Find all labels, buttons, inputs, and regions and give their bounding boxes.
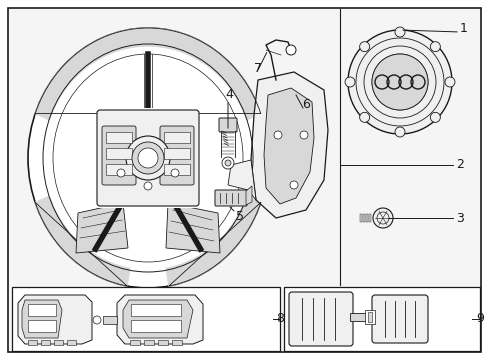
Bar — [158, 340, 168, 345]
Bar — [172, 340, 182, 345]
Bar — [106, 148, 132, 159]
Text: 8: 8 — [275, 312, 284, 325]
Circle shape — [143, 182, 152, 190]
Polygon shape — [250, 72, 327, 218]
Circle shape — [126, 136, 170, 180]
Bar — [28, 320, 56, 332]
Circle shape — [394, 27, 404, 37]
Bar — [163, 132, 190, 143]
Circle shape — [117, 169, 125, 177]
Bar — [368, 214, 370, 222]
Polygon shape — [227, 160, 256, 200]
Circle shape — [285, 45, 295, 55]
Circle shape — [289, 181, 297, 189]
FancyBboxPatch shape — [160, 126, 194, 185]
FancyBboxPatch shape — [102, 126, 136, 185]
Bar — [28, 304, 56, 316]
Circle shape — [372, 208, 392, 228]
Bar — [12, 287, 280, 351]
Polygon shape — [35, 28, 260, 120]
Bar — [106, 132, 132, 143]
Polygon shape — [245, 186, 251, 205]
Circle shape — [224, 160, 230, 166]
Polygon shape — [166, 196, 260, 286]
Bar — [98, 108, 198, 208]
Bar — [41, 340, 50, 345]
Text: 4: 4 — [224, 89, 232, 102]
Polygon shape — [22, 300, 62, 338]
Bar — [67, 340, 76, 345]
Bar — [163, 148, 190, 159]
Circle shape — [359, 42, 369, 51]
Polygon shape — [76, 203, 128, 253]
FancyBboxPatch shape — [219, 118, 237, 132]
Text: 2: 2 — [455, 158, 463, 171]
FancyBboxPatch shape — [288, 292, 352, 346]
FancyBboxPatch shape — [371, 295, 427, 343]
Circle shape — [345, 77, 354, 87]
Bar — [28, 340, 37, 345]
FancyBboxPatch shape — [97, 110, 199, 206]
Polygon shape — [264, 88, 313, 204]
Circle shape — [171, 169, 179, 177]
Bar — [163, 164, 190, 175]
Bar — [365, 214, 367, 222]
Bar — [131, 304, 181, 316]
Bar — [367, 312, 371, 322]
FancyBboxPatch shape — [215, 190, 246, 206]
Circle shape — [429, 112, 440, 122]
Bar — [130, 340, 140, 345]
Polygon shape — [165, 203, 220, 253]
Bar — [284, 287, 479, 351]
Circle shape — [132, 142, 163, 174]
Text: 7: 7 — [253, 62, 262, 75]
Circle shape — [429, 42, 440, 51]
Circle shape — [138, 148, 158, 168]
Bar — [106, 164, 132, 175]
Bar — [103, 316, 117, 324]
Bar — [143, 340, 154, 345]
Bar — [364, 310, 374, 324]
Text: 5: 5 — [236, 211, 244, 224]
Bar — [349, 313, 371, 321]
Text: 9: 9 — [475, 312, 483, 325]
Bar — [131, 320, 181, 332]
Text: 3: 3 — [455, 211, 463, 225]
Circle shape — [299, 131, 307, 139]
Polygon shape — [35, 196, 129, 286]
Circle shape — [359, 112, 369, 122]
Polygon shape — [117, 295, 203, 344]
Bar — [362, 214, 364, 222]
Circle shape — [273, 131, 282, 139]
Ellipse shape — [28, 28, 267, 288]
Polygon shape — [18, 295, 92, 344]
Circle shape — [444, 77, 454, 87]
Circle shape — [93, 316, 101, 324]
Circle shape — [371, 54, 427, 110]
Circle shape — [222, 157, 234, 169]
Bar — [359, 214, 361, 222]
Text: 1: 1 — [459, 22, 467, 35]
Circle shape — [347, 30, 451, 134]
Text: 6: 6 — [302, 99, 309, 112]
Circle shape — [394, 127, 404, 137]
Polygon shape — [123, 300, 193, 338]
Bar — [54, 340, 63, 345]
